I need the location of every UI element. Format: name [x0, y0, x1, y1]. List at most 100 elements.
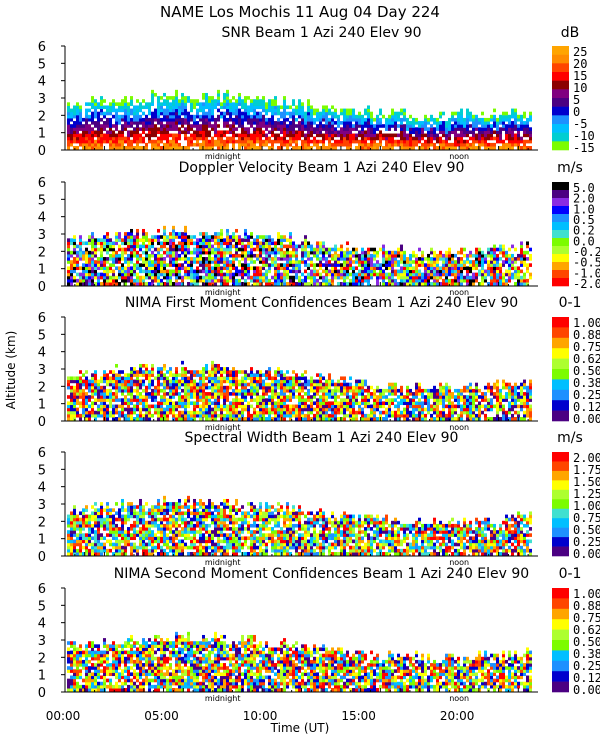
echo-cell [217, 130, 220, 135]
echo-cell [313, 417, 316, 421]
echo-cell [109, 404, 112, 409]
echo-cell [247, 257, 250, 261]
echo-cell [100, 99, 103, 103]
echo-cell [190, 99, 193, 103]
echo-cell [256, 244, 259, 249]
echo-cell [457, 250, 460, 255]
echo-cell [259, 269, 262, 274]
echo-cell [448, 117, 451, 122]
echo-cell [160, 404, 163, 409]
echo-cell [169, 247, 172, 252]
echo-cell [124, 388, 127, 393]
echo-cell [427, 117, 430, 122]
echo-cell [292, 133, 295, 138]
echo-cell [208, 278, 211, 283]
echo-cell [316, 413, 319, 418]
echo-cell [124, 232, 127, 236]
echo-cell [304, 253, 307, 258]
echo-cell [115, 417, 118, 421]
echo-cell [295, 379, 298, 384]
echo-cell [202, 278, 205, 283]
echo-cell [265, 376, 268, 381]
echo-cell [289, 282, 292, 286]
echo-cell [478, 146, 481, 150]
echo-cell [253, 410, 256, 415]
echo-cell [283, 382, 286, 387]
echo-cell [349, 108, 352, 113]
echo-cell [286, 410, 289, 415]
echo-cell [463, 127, 466, 131]
echo-cell [364, 278, 367, 283]
echo-cell [274, 139, 277, 144]
echo-cell [109, 257, 112, 261]
echo-cell [118, 398, 121, 402]
echo-cell [178, 401, 181, 406]
echo-cell [310, 398, 313, 402]
echo-cell [199, 244, 202, 249]
echo-cell [370, 114, 373, 119]
echo-cell [211, 376, 214, 381]
echo-cell [292, 136, 295, 141]
echo-cell [217, 146, 220, 150]
echo-cell [283, 269, 286, 274]
echo-cell [424, 257, 427, 261]
echo-cell [127, 275, 130, 280]
echo-cell [319, 404, 322, 409]
echo-cell [286, 130, 289, 135]
echo-cell [478, 272, 481, 277]
echo-cell [256, 395, 259, 399]
echo-cell [145, 253, 148, 258]
echo-cell [187, 244, 190, 249]
echo-cell [292, 260, 295, 264]
echo-cell [283, 388, 286, 393]
echo-cell [412, 130, 415, 135]
echo-cell [88, 388, 91, 393]
echo-cell [475, 263, 478, 267]
echo-cell [82, 127, 85, 131]
echo-cell [256, 388, 259, 393]
echo-cell [373, 257, 376, 261]
echo-cell [97, 121, 100, 125]
echo-cell [235, 241, 238, 246]
echo-cell [214, 139, 217, 144]
echo-cell [355, 275, 358, 280]
echo-cell [430, 130, 433, 135]
echo-cell [157, 235, 160, 239]
echo-cell [184, 238, 187, 242]
echo-cell [511, 130, 514, 135]
echo-cell [205, 275, 208, 280]
echo-cell [313, 269, 316, 274]
echo-cell [142, 398, 145, 402]
echo-cell [304, 142, 307, 147]
echo-cell [262, 139, 265, 144]
echo-cell [352, 117, 355, 122]
echo-cell [508, 272, 511, 277]
echo-cell [370, 253, 373, 258]
echo-cell [223, 407, 226, 412]
echo-cell [319, 379, 322, 384]
echo-cell [256, 282, 259, 286]
echo-cell [328, 108, 331, 113]
echo-cell [427, 260, 430, 264]
echo-cell [148, 133, 151, 138]
echo-cell [463, 278, 466, 283]
echo-cell [151, 388, 154, 393]
echo-cell [181, 241, 184, 246]
echo-cell [388, 260, 391, 264]
echo-cell [391, 282, 394, 286]
echo-cell [169, 146, 172, 150]
echo-cell [163, 124, 166, 128]
echo-cell [472, 253, 475, 258]
echo-cell [229, 407, 232, 412]
echo-cell [73, 379, 76, 384]
echo-cell [277, 407, 280, 412]
echo-cell [85, 272, 88, 277]
echo-cell [250, 241, 253, 246]
echo-cell [409, 282, 412, 286]
echo-cell [346, 142, 349, 147]
echo-cell [136, 121, 139, 125]
echo-cell [256, 382, 259, 387]
echo-cell [307, 133, 310, 138]
echo-cell [112, 395, 115, 399]
echo-cell [214, 367, 217, 371]
